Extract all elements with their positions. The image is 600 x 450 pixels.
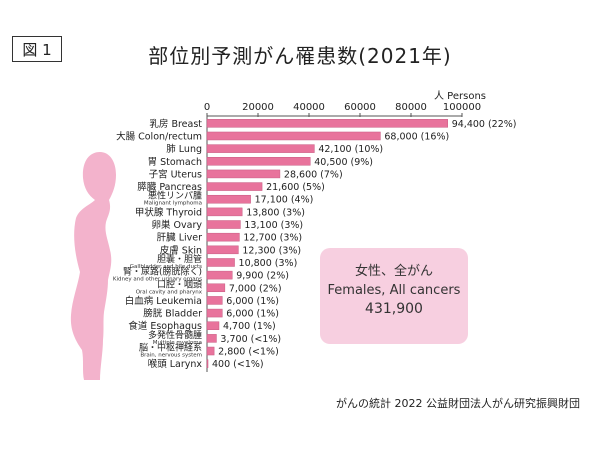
category-sublabel: Brain, nervous system [140, 353, 202, 359]
data-label: 68,000 (16%) [384, 131, 449, 142]
category-sublabel: Oral cavity and pharynx [136, 289, 203, 295]
category-label: 肝臓 Liver [157, 233, 202, 244]
x-tick-label: 80000 [395, 102, 427, 113]
bar [206, 359, 209, 368]
source-note: がんの統計 2022 公益財団法人がん研究振興財団 [336, 397, 580, 410]
category-label: 口腔・咽頭 [157, 278, 202, 290]
bar [206, 207, 243, 217]
category-label: 悪性リンパ腫 [148, 190, 202, 202]
category-label: 食道 Esophagus [128, 320, 202, 332]
bar [206, 232, 240, 242]
bar [206, 283, 226, 293]
data-label: 7,000 (2%) [229, 283, 282, 294]
data-label: 400 (<1%) [212, 359, 264, 370]
data-label: 13,100 (3%) [244, 220, 303, 231]
category-label: 膵臓 Pancreas [137, 182, 202, 193]
category-label: 卵巣 Ovary [152, 219, 203, 231]
category-label: 胃 Stomach [148, 157, 202, 168]
data-label: 17,100 (4%) [255, 195, 314, 206]
data-label: 9,900 (2%) [236, 271, 289, 282]
data-label: 12,700 (3%) [243, 233, 302, 244]
category-sublabel: Gallbladder and bile ducts [130, 264, 202, 270]
data-label: 42,100 (10%) [318, 144, 383, 155]
data-label: 10,800 (3%) [239, 258, 298, 269]
category-label: 胆嚢・胆管 [157, 253, 202, 265]
category-sublabel: Multiple myeloma [153, 340, 202, 346]
bar [206, 144, 315, 153]
data-label: 21,600 (5%) [266, 182, 325, 193]
data-label: 40,500 (9%) [314, 157, 373, 168]
data-label: 3,700 (<1%) [220, 334, 281, 345]
category-label: 甲状腺 Thyroid [135, 206, 202, 218]
data-label: 94,400 (22%) [452, 119, 517, 130]
bar [206, 194, 251, 204]
bar [206, 321, 220, 330]
category-label: 子宮 Uterus [149, 168, 202, 180]
category-label: 白血病 Leukemia [125, 295, 202, 307]
chart-title: 部位別予測がん罹患数(2021年) [148, 44, 452, 68]
data-label: 12,300 (3%) [242, 245, 301, 256]
female-silhouette-icon [70, 152, 116, 380]
category-label: 皮膚 Skin [160, 244, 202, 256]
category-sublabel: Malignant lymphoma [144, 201, 202, 207]
figure-label: 図 1 [12, 36, 62, 62]
x-tick-label: 40000 [293, 102, 325, 113]
category-label: 脳・中枢神経系 [139, 342, 202, 354]
bar [206, 346, 215, 356]
x-tick-label: 20000 [242, 102, 274, 113]
data-label: 4,700 (1%) [223, 321, 276, 332]
bar [206, 334, 217, 343]
bar [206, 308, 223, 318]
category-label: 乳房 Breast [149, 118, 202, 130]
summary-panel-label-jp: 女性、全がん [354, 264, 433, 279]
data-label: 28,600 (7%) [284, 169, 343, 180]
data-label: 6,000 (1%) [226, 309, 279, 320]
summary-panel-label-en: Females, All cancers [327, 283, 461, 298]
bar [206, 245, 239, 255]
bar [206, 258, 235, 267]
bar [206, 270, 233, 280]
x-tick-label: 60000 [344, 102, 376, 113]
x-tick-label: 0 [204, 102, 210, 113]
category-label: 大腸 Colon/rectum [116, 130, 202, 142]
category-label: 腎・尿路(膀胱除く) [123, 266, 202, 278]
bar [206, 157, 311, 166]
bar [206, 182, 263, 191]
category-sublabel: Kidney and other urinary organs [113, 277, 202, 283]
bar [206, 220, 241, 229]
bar [206, 296, 223, 305]
category-label: 膀胱 Bladder [143, 308, 202, 320]
summary-panel-total: 431,900 [365, 301, 423, 317]
category-label: 喉頭 Larynx [148, 358, 203, 370]
summary-panel: 女性、全がん Females, All cancers 431,900 [320, 248, 468, 344]
bar [206, 119, 448, 128]
data-label: 6,000 (1%) [226, 296, 279, 307]
x-axis-label: 人 Persons [434, 90, 486, 102]
bar [206, 131, 381, 141]
category-label: 肺 Lung [166, 144, 202, 155]
data-label: 13,800 (3%) [246, 207, 305, 218]
bar [206, 169, 281, 179]
x-tick-label: 100000 [443, 102, 481, 113]
data-label: 2,800 (<1%) [218, 347, 279, 358]
category-label: 多発性骨髄腫 [148, 329, 202, 341]
